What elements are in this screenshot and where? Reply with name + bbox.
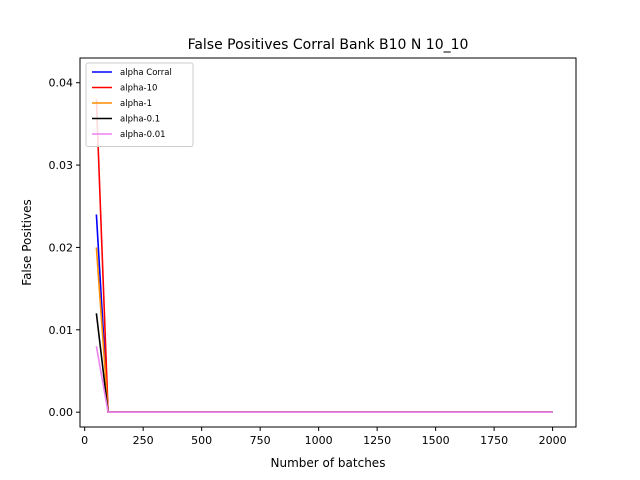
x-axis-label: Number of batches <box>271 456 386 470</box>
x-tick-label: 0 <box>81 434 88 447</box>
legend-label: alpha-0.1 <box>120 115 160 125</box>
series-layer <box>95 99 553 413</box>
y-axis-label: False Positives <box>20 199 34 285</box>
y-tick-label: 0.02 <box>49 241 74 254</box>
x-tick-label: 250 <box>133 434 154 447</box>
chart-title: False Positives Corral Bank B10 N 10_10 <box>188 37 469 53</box>
y-axis: 0.00 0.01 0.02 0.03 0.04 <box>49 77 80 419</box>
y-tick-label: 0.01 <box>49 324 74 337</box>
x-tick-label: 1000 <box>305 434 333 447</box>
legend-label: alpha-10 <box>120 84 157 94</box>
y-tick-label: 0.03 <box>49 159 74 172</box>
x-tick-label: 750 <box>250 434 271 447</box>
legend: alpha Corral alpha-10 alpha-1 alpha-0.1 alph… <box>85 62 194 147</box>
x-tick-label: 2000 <box>539 434 567 447</box>
legend-box <box>85 62 194 147</box>
y-tick-label: 0.00 <box>49 406 74 419</box>
x-axis: 0 250 500 750 1000 1250 1500 1750 2000 <box>81 427 567 447</box>
legend-label: alpha-1 <box>120 99 152 109</box>
plot-frame <box>79 57 577 428</box>
x-tick-label: 1500 <box>422 434 450 447</box>
x-tick-label: 1750 <box>480 434 508 447</box>
y-tick-label: 0.04 <box>49 77 74 90</box>
x-tick-label: 500 <box>191 434 212 447</box>
series-line-4 <box>95 346 553 413</box>
legend-label: alpha-0.01 <box>120 130 166 140</box>
legend-label: alpha Corral <box>120 68 172 78</box>
x-tick-label: 1250 <box>363 434 391 447</box>
plot-area: 0 250 500 750 1000 1250 1500 1750 2000 0.000.010… <box>49 57 577 447</box>
